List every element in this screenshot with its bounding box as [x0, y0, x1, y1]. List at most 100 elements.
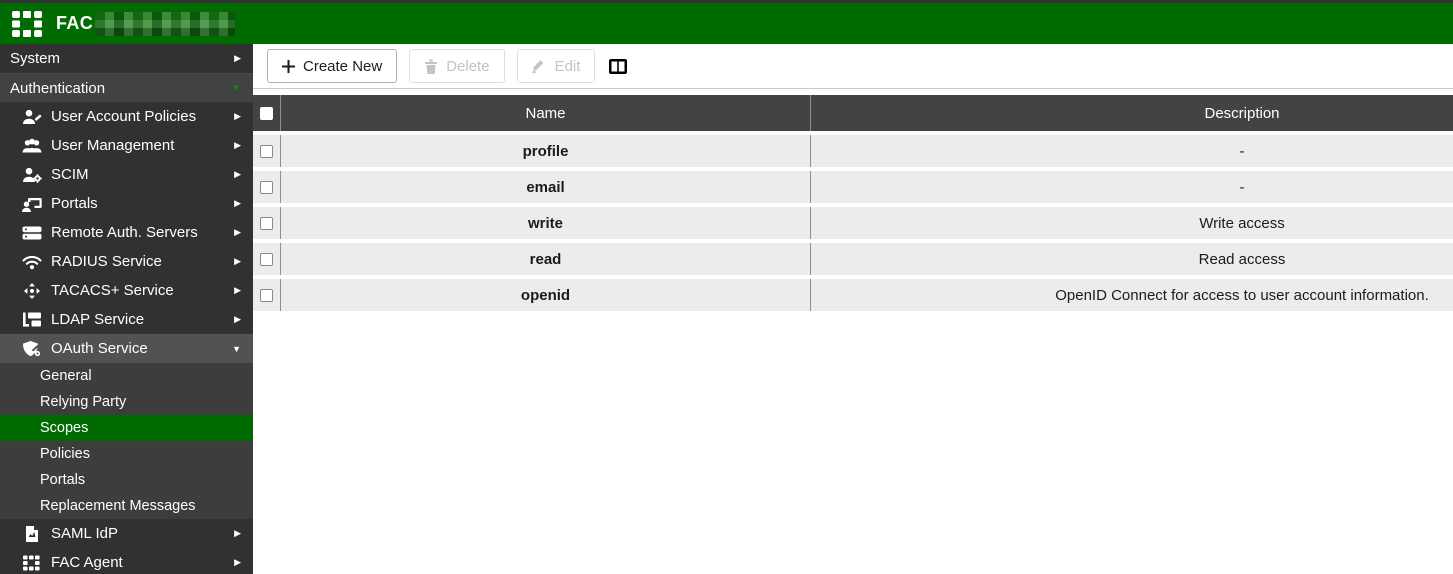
- grid-icon: [22, 555, 44, 571]
- brand-text: FAC: [56, 13, 94, 33]
- sidebar-item-tacacs-service[interactable]: TACACS+ Service ▶: [0, 276, 253, 305]
- create-new-label: Create New: [303, 57, 383, 75]
- table-header-row: Name Description: [253, 95, 1453, 131]
- sidebar-item-oauth-service[interactable]: OAuth Service ▼: [0, 334, 253, 363]
- category-label: System: [10, 50, 61, 67]
- name-column-header[interactable]: Name: [281, 95, 811, 131]
- delete-button[interactable]: Delete: [409, 49, 505, 83]
- row-checkbox[interactable]: [260, 144, 273, 158]
- chevron-icon: ▶: [234, 111, 241, 121]
- scope-name-cell: write: [281, 207, 811, 239]
- sidebar-item-label: FAC Agent: [51, 554, 123, 571]
- row-checkbox-cell: [253, 171, 281, 203]
- scopes-table: Name Description profile - email - write…: [253, 95, 1453, 311]
- row-checkbox-cell: [253, 279, 281, 311]
- sidebar-item-user-management[interactable]: User Management ▶: [0, 131, 253, 160]
- sidebar-category-authentication[interactable]: Authentication ▼: [0, 73, 253, 102]
- chevron-icon: ▼: [231, 82, 241, 94]
- servers-icon: [22, 225, 44, 241]
- row-checkbox-cell: [253, 135, 281, 167]
- pencil-icon: [532, 60, 543, 73]
- sidebar-item-label: Portals: [51, 195, 98, 212]
- chevron-icon: ▶: [234, 169, 241, 179]
- row-checkbox[interactable]: [260, 288, 273, 302]
- sidebar-item-radius-service[interactable]: RADIUS Service ▶: [0, 247, 253, 276]
- table-row-openid[interactable]: openid OpenID Connect for access to user…: [253, 279, 1453, 311]
- scope-name-cell: read: [281, 243, 811, 275]
- submenu-item-label: Scopes: [40, 420, 89, 436]
- sidebar-item-portals[interactable]: Portals ▶: [0, 189, 253, 218]
- row-checkbox[interactable]: [260, 216, 273, 230]
- sidebar-nav: System ▶ Authentication ▼ User Account P…: [0, 44, 253, 574]
- cross-arrows-icon: [22, 282, 44, 299]
- sidebar-category-system[interactable]: System ▶: [0, 44, 253, 73]
- category-label: Authentication: [10, 79, 106, 97]
- row-checkbox[interactable]: [260, 252, 273, 266]
- chevron-icon: ▶: [234, 285, 241, 295]
- submenu-item-policies[interactable]: Policies: [0, 441, 253, 467]
- sidebar-item-label: User Account Policies: [51, 108, 197, 125]
- sidebar-item-user-account-policies[interactable]: User Account Policies ▶: [0, 102, 253, 131]
- chevron-icon: ▼: [232, 343, 241, 354]
- sidebar: System ▶ Authentication ▼ User Account P…: [0, 44, 253, 574]
- row-checkbox[interactable]: [260, 180, 273, 194]
- description-column-header[interactable]: Description: [1204, 104, 1280, 122]
- top-bar: FAC: [0, 0, 1453, 44]
- scope-name-cell: openid: [281, 279, 811, 311]
- edit-label: Edit: [554, 57, 581, 75]
- edit-button[interactable]: Edit: [516, 49, 596, 83]
- select-all-checkbox[interactable]: [260, 106, 273, 120]
- user-edit-icon: [22, 109, 44, 125]
- chevron-icon: ▶: [234, 53, 241, 63]
- columns-icon: [609, 58, 628, 74]
- submenu-item-label: Replacement Messages: [40, 498, 196, 514]
- scope-description-cell: Write access: [1199, 214, 1285, 232]
- sidebar-item-label: SAML IdP: [51, 525, 118, 542]
- sidebar-item-remote-auth-servers[interactable]: Remote Auth. Servers ▶: [0, 218, 253, 247]
- chevron-icon: ▶: [234, 256, 241, 266]
- submenu-item-label: Policies: [40, 446, 90, 462]
- scope-description-cell: -: [1239, 178, 1245, 196]
- submenu-item-general[interactable]: General: [0, 363, 253, 389]
- chevron-icon: ▶: [234, 528, 241, 538]
- submenu-item-replacement-messages[interactable]: Replacement Messages: [0, 493, 253, 519]
- trash-icon: [425, 59, 438, 74]
- redacted-hostname: [95, 11, 236, 36]
- plus-icon: [282, 59, 295, 73]
- chevron-icon: ▶: [234, 314, 241, 324]
- sidebar-item-label: RADIUS Service: [51, 253, 162, 270]
- chevron-icon: ▶: [234, 227, 241, 237]
- row-checkbox-cell: [253, 243, 281, 275]
- toolbar: Create New Delete: [253, 44, 1453, 89]
- sidebar-item-fac-agent[interactable]: FAC Agent ▶: [0, 548, 253, 574]
- sidebar-item-label: OAuth Service: [51, 340, 148, 357]
- submenu-item-scopes[interactable]: Scopes: [0, 415, 253, 441]
- document-icon: [22, 525, 44, 542]
- chevron-icon: ▶: [234, 140, 241, 150]
- scope-name-cell: profile: [281, 135, 811, 167]
- table-row-email[interactable]: email -: [253, 171, 1453, 203]
- submenu-item-label: Portals: [40, 472, 86, 488]
- select-all-cell: [253, 95, 281, 131]
- fortinet-grid-icon: [12, 10, 42, 37]
- sidebar-item-saml-idp[interactable]: SAML IdP ▶: [0, 519, 253, 548]
- submenu-item-portals[interactable]: Portals: [0, 467, 253, 493]
- table-row-write[interactable]: write Write access: [253, 207, 1453, 239]
- scope-description-cell: OpenID Connect for access to user accoun…: [1055, 286, 1429, 304]
- main-content: Create New Delete: [253, 44, 1453, 574]
- table-row-profile[interactable]: profile -: [253, 135, 1453, 167]
- delete-label: Delete: [446, 57, 490, 75]
- sidebar-item-scim[interactable]: SCIM ▶: [0, 160, 253, 189]
- create-new-button[interactable]: Create New: [267, 49, 398, 83]
- sidebar-item-label: TACACS+ Service: [51, 282, 174, 299]
- submenu-item-label: Relying Party: [40, 394, 127, 410]
- submenu-item-relying-party[interactable]: Relying Party: [0, 389, 253, 415]
- table-body: profile - email - write Write access rea…: [253, 135, 1453, 311]
- user-window-icon: [22, 196, 44, 212]
- sidebar-item-ldap-service[interactable]: LDAP Service ▶: [0, 305, 253, 334]
- sidebar-item-label: Remote Auth. Servers: [51, 224, 198, 241]
- table-row-read[interactable]: read Read access: [253, 243, 1453, 275]
- column-settings-button[interactable]: [607, 57, 629, 76]
- users-icon: [22, 138, 44, 154]
- submenu-item-label: General: [40, 368, 92, 384]
